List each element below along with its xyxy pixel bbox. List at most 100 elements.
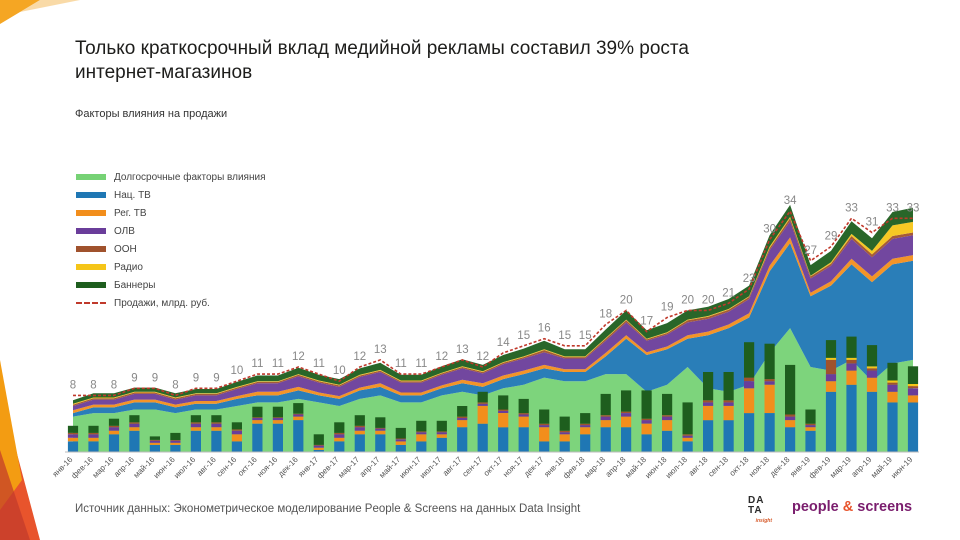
sales-value-label: 14 bbox=[497, 337, 510, 349]
sales-value-label: 19 bbox=[661, 302, 674, 314]
bar-segment bbox=[129, 423, 140, 428]
bar-segment bbox=[559, 434, 570, 442]
corner-decoration-bottom bbox=[0, 360, 40, 540]
bar-segment bbox=[887, 384, 898, 392]
bar-segment bbox=[272, 406, 283, 418]
area-series-6 bbox=[73, 204, 913, 404]
legend-swatch bbox=[76, 264, 106, 270]
bar-segment bbox=[416, 432, 427, 435]
bar-segment bbox=[887, 402, 898, 452]
x-tick-label: мар-19 bbox=[828, 455, 853, 480]
legend-item-longterm: Долгосрочные факторы влияния bbox=[76, 168, 266, 186]
bar-segment bbox=[662, 415, 673, 417]
bar-segment bbox=[498, 409, 509, 411]
bar-segment bbox=[539, 427, 550, 442]
bar-segment bbox=[703, 400, 714, 403]
bar-segment bbox=[887, 382, 898, 385]
bar-segment bbox=[477, 403, 488, 406]
bar-segment bbox=[252, 420, 263, 424]
sales-value-label: 9 bbox=[213, 372, 219, 384]
bar-segment bbox=[313, 449, 324, 452]
sales-value-label: 9 bbox=[131, 372, 137, 384]
legend-label: ООН bbox=[114, 243, 137, 255]
bar-segment bbox=[682, 435, 693, 438]
bar-segment bbox=[825, 391, 837, 452]
bar-segment bbox=[518, 416, 529, 428]
legend-item-national-tv: Нац. ТВ bbox=[76, 186, 266, 204]
bar-segment bbox=[539, 425, 550, 428]
bar-segment bbox=[641, 420, 652, 424]
bar-segment bbox=[67, 441, 79, 452]
bar-segment bbox=[293, 414, 304, 417]
bar-segment bbox=[231, 441, 242, 452]
bar-segment bbox=[764, 384, 775, 413]
bar-segment bbox=[907, 386, 919, 389]
bar-segment bbox=[559, 441, 570, 452]
bar-segment bbox=[723, 400, 734, 403]
legend-swatch bbox=[76, 302, 106, 304]
bar-segment bbox=[129, 430, 140, 452]
bar-segment bbox=[436, 431, 447, 433]
bar-segment bbox=[662, 430, 673, 452]
bar-segment bbox=[313, 445, 324, 448]
legend-swatch bbox=[76, 192, 106, 198]
bar-segment bbox=[682, 434, 693, 436]
bar-segment bbox=[621, 411, 632, 413]
bar-segment bbox=[723, 406, 734, 421]
x-tick-label: сен-18 bbox=[706, 455, 730, 479]
bar-segment bbox=[293, 413, 304, 415]
bar-segment bbox=[88, 434, 99, 438]
bar-segment bbox=[866, 377, 878, 392]
bar-segment bbox=[866, 370, 878, 378]
bar-segment bbox=[600, 416, 611, 421]
bar-segment bbox=[723, 402, 734, 406]
corner-decoration-top bbox=[0, 0, 80, 24]
bar-segment bbox=[293, 420, 304, 452]
sales-value-label: 16 bbox=[538, 323, 551, 335]
bar-segment bbox=[334, 432, 345, 435]
bar-segment bbox=[211, 427, 222, 431]
bar-segment bbox=[395, 427, 406, 439]
bar-segment bbox=[334, 434, 345, 438]
bar-segment bbox=[108, 434, 120, 452]
sales-value-label: 21 bbox=[722, 287, 735, 299]
x-tick-label: окт-16 bbox=[236, 455, 259, 478]
sales-value-label: 10 bbox=[333, 365, 346, 377]
bar-segment bbox=[498, 410, 509, 413]
legend-label: Радио bbox=[114, 261, 143, 273]
bar-segment bbox=[539, 441, 550, 452]
logo-text-sub: insight bbox=[755, 518, 772, 524]
sales-value-label: 11 bbox=[272, 358, 284, 370]
logo-text-bottom: TA bbox=[748, 505, 763, 516]
sales-value-label: 33 bbox=[886, 202, 899, 214]
x-tick-label: авг-17 bbox=[441, 455, 464, 478]
bar-segment bbox=[395, 444, 406, 452]
bar-segment bbox=[67, 432, 79, 435]
x-tick-label: сен-16 bbox=[215, 455, 239, 479]
legend-swatch bbox=[76, 246, 106, 252]
bar-segment bbox=[621, 413, 632, 417]
bar-segment bbox=[518, 398, 529, 414]
bar-segment bbox=[129, 415, 140, 423]
bar-segment bbox=[600, 420, 611, 428]
bar-segment bbox=[764, 379, 775, 382]
x-tick-label: ноя-18 bbox=[747, 455, 771, 479]
bar-segment bbox=[395, 439, 406, 442]
sales-value-label: 23 bbox=[743, 273, 756, 285]
x-tick-label: мар-18 bbox=[582, 455, 607, 480]
x-tick-label: фев-16 bbox=[70, 455, 96, 481]
bar-segment bbox=[641, 434, 652, 452]
bar-segment bbox=[559, 430, 570, 433]
bar-segment bbox=[825, 357, 837, 360]
bar-segment bbox=[580, 427, 591, 435]
bar-segment bbox=[641, 390, 652, 419]
sales-value-label: 30 bbox=[763, 224, 776, 236]
bar-segment bbox=[334, 441, 345, 452]
legend-label: Продажи, млрд. руб. bbox=[114, 297, 210, 309]
bar-segment bbox=[375, 430, 386, 435]
bar-segment bbox=[252, 406, 263, 418]
bar-segment bbox=[190, 415, 201, 423]
sales-value-label: 20 bbox=[702, 294, 715, 306]
bar-segment bbox=[703, 406, 714, 421]
bar-segment bbox=[272, 420, 283, 424]
